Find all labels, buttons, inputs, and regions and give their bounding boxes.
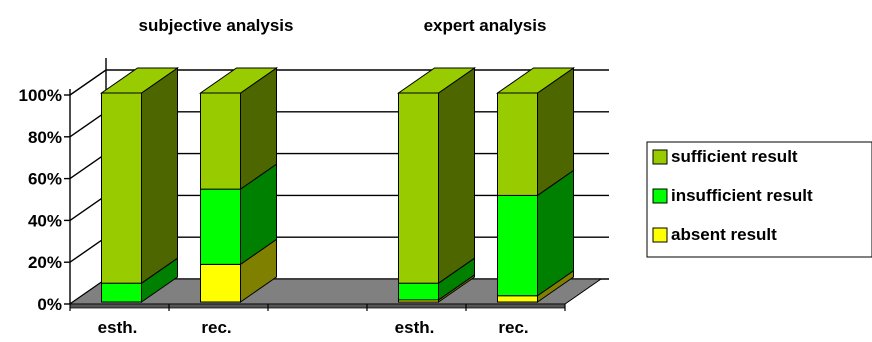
y-tick-label: 100% xyxy=(19,86,62,105)
legend: sufficient result insufficient result abse… xyxy=(646,141,872,258)
floor-front-edge xyxy=(69,303,566,309)
bar-top xyxy=(99,67,180,94)
gridline-side xyxy=(69,236,107,263)
group-title-expert: expert analysis xyxy=(424,16,547,35)
legend-swatch xyxy=(652,188,668,204)
gridline-side xyxy=(69,194,107,221)
legend-frame xyxy=(646,141,872,258)
bar-segment-front xyxy=(200,188,241,265)
x-tick-label: esth. xyxy=(395,318,435,337)
x-tick-label: rec. xyxy=(201,318,231,337)
bar-segment-front xyxy=(398,92,439,284)
bar-segment-front xyxy=(497,295,538,303)
x-tick-label: esth. xyxy=(98,318,138,337)
gridline-side xyxy=(69,69,107,96)
x-tick-label: rec. xyxy=(498,318,528,337)
legend-swatch xyxy=(652,149,668,165)
bar-top xyxy=(396,67,477,94)
x-axis-labels: esth. rec. esth. rec. xyxy=(69,304,566,337)
legend-label: sufficient result xyxy=(671,147,798,166)
bar-segment-front xyxy=(200,92,241,190)
bars-layer xyxy=(99,67,576,303)
bar-top xyxy=(495,67,576,94)
bar-segment-front xyxy=(101,282,142,303)
y-tick-label: 60% xyxy=(28,170,62,189)
bar-segment-front xyxy=(200,263,241,303)
y-tick-label: 80% xyxy=(28,128,62,147)
gridline-side xyxy=(69,153,107,180)
y-tick-label: 0% xyxy=(37,295,62,314)
bar-segment-front xyxy=(101,92,142,284)
legend-label: absent result xyxy=(671,225,777,244)
bar-segment-side xyxy=(438,67,475,285)
y-tick-label: 20% xyxy=(28,253,62,272)
bar-segment-front xyxy=(497,92,538,196)
y-tick-label: 40% xyxy=(28,211,62,230)
bar-segment-front xyxy=(398,282,439,301)
legend-swatch xyxy=(652,227,668,243)
gridline-side xyxy=(69,111,107,138)
bar-top xyxy=(198,67,279,94)
group-title-subjective: subjective analysis xyxy=(139,16,294,35)
y-axis: 0% 20% 40% 60% 80% 100% xyxy=(19,86,70,314)
bar-segment-front xyxy=(497,194,538,297)
legend-label: insufficient result xyxy=(671,186,813,205)
bar-segment-side xyxy=(141,67,178,285)
